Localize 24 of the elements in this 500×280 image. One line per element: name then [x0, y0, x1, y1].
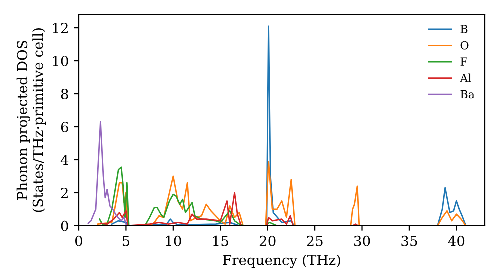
y-tick-label: 10 [53, 56, 68, 66]
y-tick-label: 4 [60, 154, 69, 166]
x-tick-label: 35 [402, 236, 418, 246]
y-tick-label: 6 [61, 122, 68, 132]
legend-label: Al [460, 74, 472, 82]
x-tick-label: 15 [213, 236, 228, 246]
x-tick-label: 20 [260, 236, 276, 246]
y-tick-label: 0 [61, 220, 68, 232]
line-series [99, 166, 278, 226]
x-tick-label: 25 [307, 236, 323, 246]
y-axis-title: Phonon projected DOS (States/THz·primitive cell) [16, 28, 46, 212]
x-axis-title: Frequency (THz) [223, 254, 340, 268]
y-tick-label: 2 [61, 188, 68, 198]
legend-label: O [460, 41, 469, 50]
y-tick-label: 8 [61, 88, 68, 100]
x-tick-label: 30 [354, 236, 370, 246]
legend-label: B [460, 25, 468, 34]
legend-label: Ba [460, 90, 475, 99]
x-tick-label: 10 [166, 236, 182, 246]
x-tick-label: 5 [122, 236, 130, 246]
x-tick-label: 40 [448, 236, 465, 246]
y-tick-label: 12 [53, 23, 68, 34]
x-tick-label: 0 [75, 236, 82, 246]
legend-label: F [460, 58, 468, 66]
